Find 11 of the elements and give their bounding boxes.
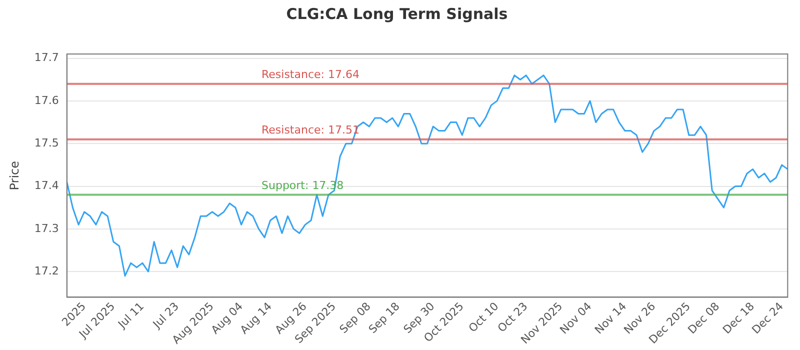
x-tick-label: Jul 23 xyxy=(150,300,182,332)
y-tick-label: 17.4 xyxy=(34,179,59,192)
y-tick-label: 17.6 xyxy=(34,94,59,107)
ref-line-label: Resistance: 17.64 xyxy=(262,68,360,82)
y-tick-label: 17.3 xyxy=(34,222,59,235)
y-tick-label: 17.7 xyxy=(34,51,59,64)
y-tick-label: 17.2 xyxy=(34,264,59,278)
x-tick-label: Jul 11 xyxy=(114,300,147,332)
y-tick-label: 17.5 xyxy=(34,136,59,150)
y-axis-title: Price xyxy=(7,160,22,190)
chart-title: CLG:CA Long Term Signals xyxy=(286,4,508,23)
